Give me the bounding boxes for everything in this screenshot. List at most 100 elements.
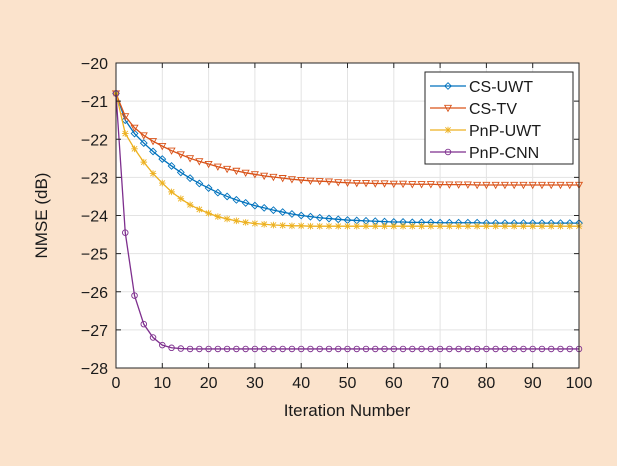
data-point-cs-tv bbox=[343, 179, 352, 187]
data-point-pnp-cnn bbox=[316, 345, 323, 353]
data-point-cs-tv bbox=[315, 178, 324, 186]
y-tick-label: −28 bbox=[81, 361, 108, 378]
x-tick-label: 30 bbox=[246, 375, 264, 392]
legend-label-pnp-cnn: PnP-CNN bbox=[469, 145, 539, 162]
data-point-pnp-uwt bbox=[196, 206, 203, 213]
data-point-pnp-cnn bbox=[538, 345, 546, 353]
data-point-pnp-uwt bbox=[501, 222, 509, 230]
data-point-pnp-cnn bbox=[233, 345, 240, 353]
data-point-pnp-uwt bbox=[205, 209, 212, 217]
y-tick-label: −24 bbox=[81, 209, 108, 226]
data-point-cs-tv bbox=[380, 180, 389, 188]
data-point-pnp-uwt bbox=[409, 222, 416, 230]
series-pnp-uwt bbox=[112, 90, 583, 230]
data-point-cs-uwt bbox=[278, 208, 287, 217]
data-point-pnp-cnn bbox=[288, 345, 296, 353]
data-point-pnp-uwt bbox=[547, 222, 555, 230]
data-point-pnp-cnn bbox=[242, 345, 249, 353]
data-point-pnp-cnn bbox=[344, 345, 351, 353]
data-point-pnp-uwt bbox=[297, 222, 305, 230]
data-point-pnp-cnn bbox=[297, 345, 305, 353]
data-point-pnp-uwt bbox=[223, 215, 231, 223]
data-point-pnp-cnn bbox=[260, 345, 268, 353]
x-tick-label: 100 bbox=[566, 375, 593, 392]
data-point-pnp-uwt bbox=[473, 222, 481, 230]
data-point-cs-uwt bbox=[241, 198, 250, 207]
y-tick-label: −23 bbox=[81, 170, 108, 187]
legend-marker-cs-tv bbox=[443, 104, 453, 113]
data-point-cs-uwt bbox=[130, 129, 139, 138]
data-point-pnp-cnn bbox=[492, 345, 499, 353]
legend-marker-pnp-cnn bbox=[444, 148, 452, 156]
data-point-pnp-cnn bbox=[547, 345, 555, 353]
data-point-cs-uwt bbox=[223, 192, 232, 201]
data-point-pnp-uwt bbox=[436, 222, 444, 230]
x-tick-label: 40 bbox=[292, 375, 310, 392]
data-point-cs-tv bbox=[417, 181, 426, 189]
data-point-cs-tv bbox=[556, 181, 565, 190]
data-point-cs-tv bbox=[130, 124, 139, 133]
data-point-pnp-cnn bbox=[140, 320, 148, 328]
data-point-cs-uwt bbox=[334, 215, 343, 224]
data-point-cs-tv bbox=[269, 173, 278, 182]
data-point-cs-tv bbox=[195, 158, 204, 166]
data-point-pnp-cnn bbox=[399, 345, 407, 353]
data-point-pnp-uwt bbox=[381, 222, 388, 230]
data-point-pnp-cnn bbox=[122, 229, 129, 236]
data-point-pnp-uwt bbox=[186, 201, 194, 209]
data-point-pnp-uwt bbox=[131, 145, 138, 153]
data-point-cs-tv bbox=[361, 180, 371, 188]
data-point-pnp-uwt bbox=[538, 222, 546, 230]
data-point-pnp-uwt bbox=[344, 222, 351, 230]
data-point-pnp-cnn bbox=[168, 344, 175, 352]
data-point-cs-uwt bbox=[315, 213, 324, 222]
data-point-pnp-uwt bbox=[390, 222, 398, 230]
data-point-pnp-cnn bbox=[372, 345, 379, 353]
data-point-pnp-cnn bbox=[307, 345, 314, 353]
data-point-pnp-uwt bbox=[362, 222, 370, 230]
data-point-cs-uwt bbox=[250, 201, 259, 210]
data-point-cs-tv bbox=[408, 181, 417, 189]
data-point-cs-tv bbox=[306, 177, 315, 186]
data-point-cs-tv bbox=[167, 147, 176, 155]
data-point-pnp-uwt bbox=[159, 179, 166, 187]
x-tick-label: 50 bbox=[339, 375, 357, 392]
data-point-cs-uwt bbox=[297, 211, 306, 220]
x-tick-label: 90 bbox=[524, 375, 542, 392]
data-point-cs-tv bbox=[250, 171, 259, 179]
data-point-pnp-cnn bbox=[131, 292, 138, 299]
data-point-pnp-cnn bbox=[381, 345, 388, 353]
data-point-cs-tv bbox=[223, 165, 232, 174]
data-point-pnp-cnn bbox=[159, 341, 166, 349]
data-point-cs-uwt bbox=[167, 162, 176, 170]
data-point-pnp-cnn bbox=[362, 345, 370, 353]
y-tick-label: −22 bbox=[81, 132, 108, 149]
data-point-pnp-uwt bbox=[371, 222, 379, 230]
data-point-pnp-cnn bbox=[325, 345, 333, 353]
data-point-pnp-uwt bbox=[307, 222, 314, 230]
data-point-cs-tv bbox=[158, 143, 167, 151]
x-tick-label: 0 bbox=[112, 375, 121, 392]
data-point-cs-uwt bbox=[232, 195, 241, 204]
data-point-cs-tv bbox=[241, 169, 250, 178]
x-tick-label: 70 bbox=[431, 375, 449, 392]
data-point-pnp-cnn bbox=[446, 345, 453, 353]
data-point-pnp-cnn bbox=[501, 345, 509, 353]
data-point-pnp-uwt bbox=[418, 222, 425, 230]
data-point-pnp-uwt bbox=[427, 222, 435, 230]
legend: CS-UWT CS-TV PnP-UWT PnP-CNN bbox=[424, 71, 574, 165]
data-point-cs-tv bbox=[334, 179, 343, 187]
data-point-pnp-uwt bbox=[353, 222, 361, 230]
data-point-pnp-cnn bbox=[427, 345, 435, 353]
data-point-pnp-cnn bbox=[334, 345, 342, 353]
data-point-cs-tv bbox=[528, 181, 537, 190]
data-point-pnp-cnn bbox=[455, 345, 462, 353]
data-point-cs-tv bbox=[565, 181, 574, 190]
data-point-pnp-uwt bbox=[177, 195, 185, 203]
data-point-cs-tv bbox=[482, 181, 491, 190]
data-point-pnp-uwt bbox=[492, 222, 499, 230]
data-point-cs-tv bbox=[352, 180, 361, 188]
data-point-pnp-uwt bbox=[325, 222, 333, 230]
data-point-pnp-cnn bbox=[186, 345, 194, 353]
data-point-cs-tv bbox=[426, 181, 435, 189]
